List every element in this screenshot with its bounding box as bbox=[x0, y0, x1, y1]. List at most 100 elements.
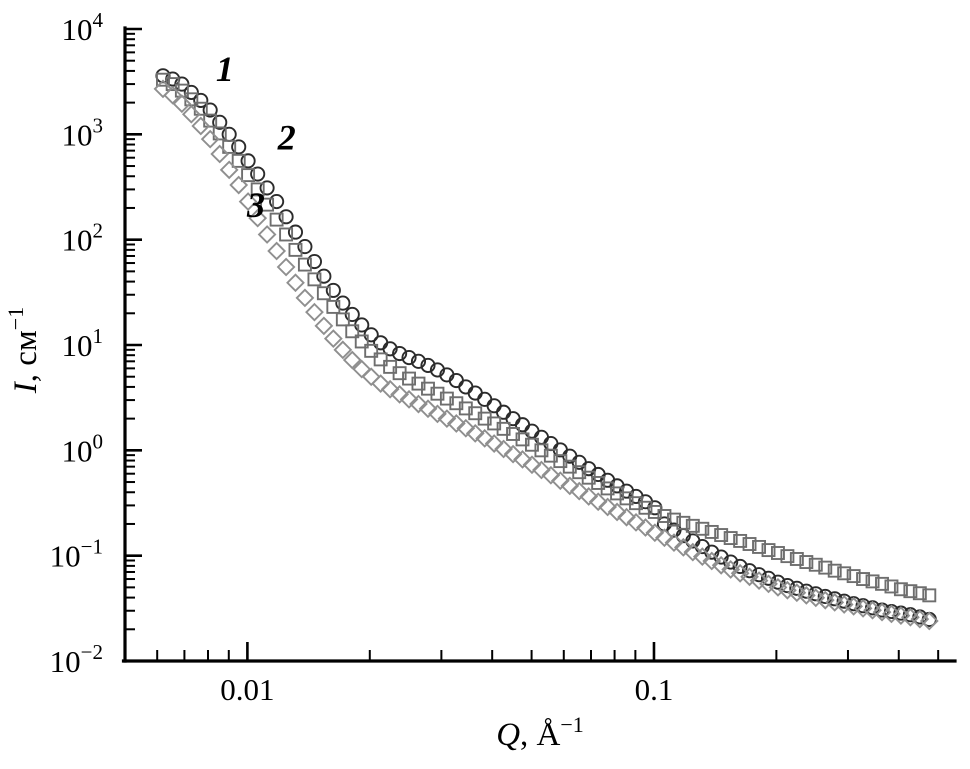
series-annotations-layer: 1 23 bbox=[216, 49, 296, 225]
data-point-circle bbox=[231, 139, 247, 155]
data-point-circle bbox=[723, 554, 739, 570]
data-point-diamond bbox=[181, 104, 201, 124]
data-point-diamond bbox=[229, 175, 249, 195]
series-3-diamond-markers bbox=[153, 79, 939, 631]
data-point-circle bbox=[458, 379, 474, 395]
data-point-diamond bbox=[248, 208, 268, 228]
data-point-diamond bbox=[598, 497, 618, 517]
data-point-circle bbox=[760, 570, 777, 586]
data-point-square bbox=[326, 299, 341, 314]
data-point-square bbox=[439, 391, 454, 406]
data-point-square bbox=[837, 566, 852, 581]
data-point-square bbox=[714, 528, 729, 542]
data-point-diamond bbox=[532, 460, 551, 480]
data-point-square bbox=[903, 584, 918, 599]
series-1-circle-markers bbox=[155, 68, 937, 628]
data-point-circle bbox=[779, 578, 795, 594]
data-point-circle bbox=[581, 461, 597, 477]
data-point-diamond bbox=[390, 384, 410, 404]
data-point-diamond bbox=[163, 85, 183, 105]
data-point-diamond bbox=[560, 476, 580, 496]
data-point-diamond bbox=[919, 611, 939, 631]
data-point-diamond bbox=[437, 409, 457, 429]
data-point-circle bbox=[316, 268, 332, 284]
data-point-square bbox=[752, 539, 766, 554]
data-point-square bbox=[373, 352, 388, 367]
data-point-diamond bbox=[655, 528, 674, 548]
data-point-square bbox=[288, 242, 303, 257]
data-point-circle bbox=[193, 92, 209, 108]
data-point-diamond bbox=[768, 577, 788, 597]
data-point-diamond bbox=[617, 507, 636, 527]
data-point-diamond bbox=[494, 439, 513, 459]
data-point-diamond bbox=[409, 394, 428, 414]
data-point-circle bbox=[789, 580, 805, 596]
data-point-square bbox=[733, 533, 748, 548]
data-point-square bbox=[704, 524, 719, 539]
data-point-circle bbox=[770, 574, 786, 590]
data-point-circle bbox=[212, 114, 228, 130]
data-point-diamond bbox=[475, 428, 495, 448]
data-point-square bbox=[676, 515, 691, 530]
data-point-diamond bbox=[200, 129, 220, 149]
data-point-circle bbox=[751, 567, 767, 583]
data-point-square bbox=[827, 563, 842, 578]
data-point-circle bbox=[202, 102, 218, 118]
x-tick-label-0: 0.01 bbox=[220, 672, 274, 707]
data-point-square bbox=[667, 512, 681, 527]
data-point-diamond bbox=[503, 444, 523, 464]
data-point-square bbox=[619, 491, 634, 506]
data-point-diamond bbox=[323, 329, 343, 349]
data-point-diamond bbox=[702, 551, 722, 571]
data-point-diamond bbox=[257, 225, 277, 244]
series-label-3: 3 bbox=[246, 185, 265, 225]
data-point-square bbox=[316, 286, 331, 301]
data-point-circle bbox=[259, 180, 275, 196]
data-point-diamond bbox=[740, 567, 759, 587]
data-point-diamond bbox=[153, 79, 173, 99]
data-point-square bbox=[761, 543, 776, 558]
data-point-diamond bbox=[352, 359, 372, 379]
data-point-circle bbox=[250, 166, 266, 182]
data-point-diamond bbox=[219, 160, 239, 180]
data-point-square bbox=[297, 257, 312, 272]
data-point-diamond bbox=[721, 560, 741, 579]
data-point-square bbox=[865, 574, 880, 589]
data-point-circle bbox=[297, 239, 313, 255]
data-point-diamond bbox=[569, 481, 589, 501]
data-point-square bbox=[893, 582, 908, 597]
data-point-circle bbox=[741, 563, 758, 579]
data-point-diamond bbox=[484, 434, 504, 453]
data-point-square bbox=[638, 500, 653, 515]
y-axis-title: I, см−1 bbox=[3, 307, 44, 394]
y-tick-label--2: 10−2 bbox=[50, 640, 103, 679]
data-point-diamond bbox=[683, 542, 703, 562]
data-point-square bbox=[808, 557, 823, 572]
data-point-square bbox=[335, 312, 350, 327]
data-point-circle bbox=[344, 306, 360, 323]
data-point-square bbox=[260, 197, 275, 212]
data-point-diamond bbox=[305, 302, 324, 322]
data-point-diamond bbox=[446, 414, 466, 433]
data-point-diamond bbox=[465, 423, 485, 443]
data-point-diamond bbox=[787, 583, 807, 603]
data-markers-layer bbox=[153, 68, 939, 631]
data-point-square bbox=[222, 139, 237, 154]
data-point-square bbox=[647, 505, 662, 519]
data-point-diamond bbox=[711, 555, 731, 575]
data-point-diamond bbox=[418, 399, 438, 419]
data-point-square bbox=[402, 371, 417, 386]
data-point-circle bbox=[410, 353, 427, 369]
data-point-circle bbox=[514, 417, 531, 433]
data-point-circle bbox=[647, 500, 663, 516]
data-point-circle bbox=[335, 295, 351, 311]
series-label-2: 2 bbox=[277, 117, 296, 157]
data-point-square bbox=[695, 521, 710, 536]
data-point-square bbox=[657, 509, 672, 523]
data-point-diamond bbox=[380, 379, 400, 399]
data-point-square bbox=[922, 588, 937, 603]
data-point-square bbox=[600, 481, 615, 496]
data-point-square bbox=[421, 381, 435, 396]
data-point-diamond bbox=[210, 144, 230, 164]
